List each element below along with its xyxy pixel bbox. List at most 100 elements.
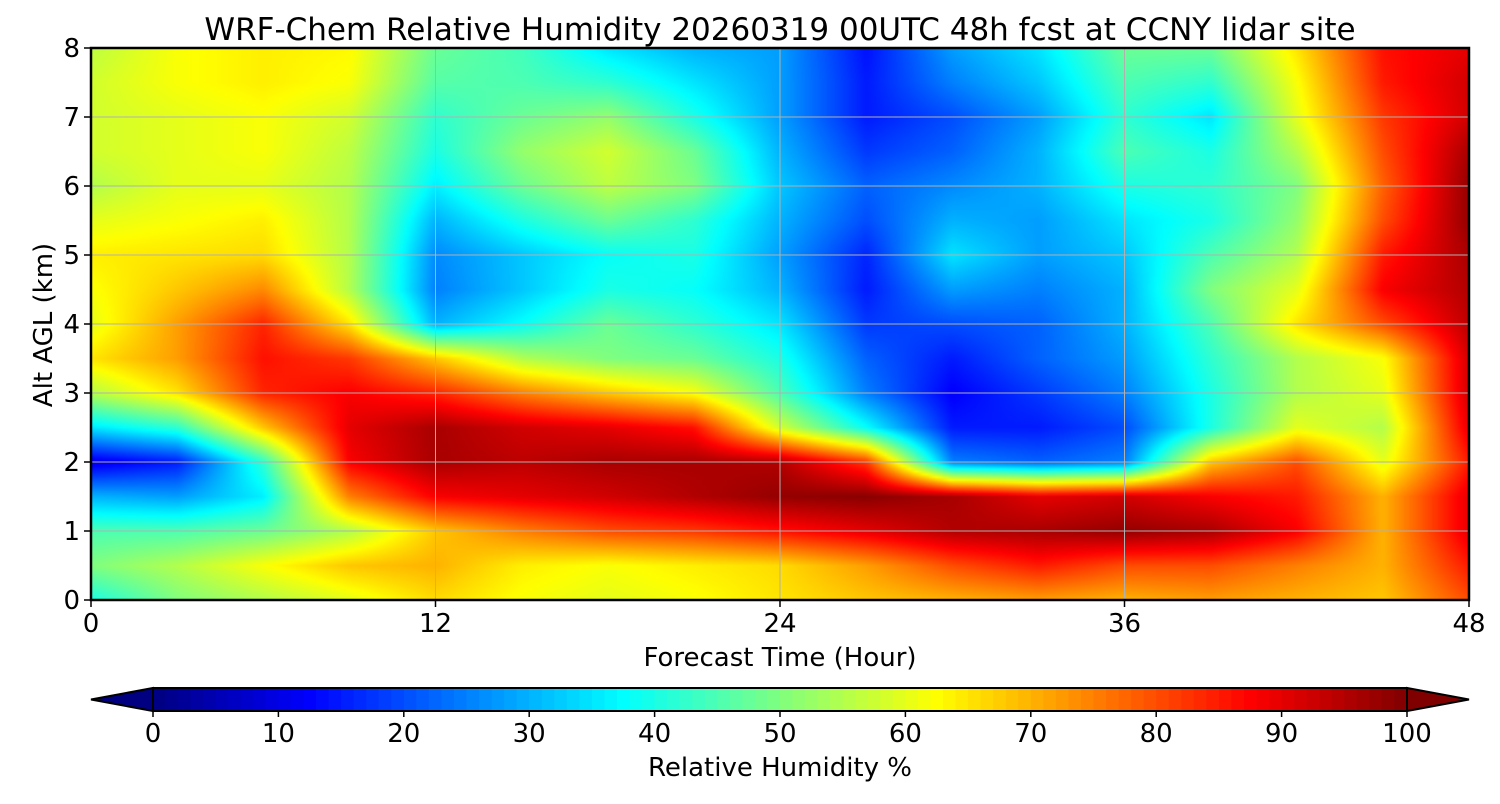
- colorbar-swatch: [165, 688, 179, 711]
- colorbar-label: Relative Humidity %: [648, 753, 912, 783]
- colorbar-swatch: [1131, 688, 1145, 711]
- colorbar-swatch: [616, 688, 631, 711]
- colorbar-swatch: [1030, 688, 1044, 711]
- colorbar-swatch: [341, 688, 355, 711]
- colorbar-swatch: [1068, 688, 1082, 711]
- y-tick-label: 3: [63, 379, 80, 409]
- colorbar-swatch: [290, 688, 305, 711]
- colorbar-swatch: [1118, 688, 1132, 711]
- colorbar-swatch: [153, 688, 167, 711]
- x-axis-label: Forecast Time (Hour): [643, 643, 916, 673]
- colorbar-swatch: [729, 688, 743, 711]
- y-tick-label: 8: [63, 34, 80, 64]
- colorbar-swatch: [842, 688, 856, 711]
- y-tick-label: 0: [63, 586, 80, 616]
- colorbar-swatch: [353, 688, 367, 711]
- x-tick-label: 0: [83, 609, 100, 639]
- colorbar-swatch: [679, 688, 693, 711]
- colorbar-swatch: [930, 688, 944, 711]
- colorbar-swatch: [391, 688, 405, 711]
- colorbar-swatch: [491, 688, 505, 711]
- colorbar-swatch: [1369, 688, 1383, 711]
- chart-title: WRF-Chem Relative Humidity 20260319 00UT…: [204, 12, 1355, 48]
- colorbar-swatch: [993, 688, 1007, 711]
- colorbar-swatch: [943, 688, 957, 711]
- colorbar-swatch: [1344, 688, 1358, 711]
- y-tick-label: 1: [63, 517, 80, 547]
- colorbar-swatch: [278, 688, 292, 711]
- colorbar-swatch: [303, 688, 317, 711]
- colorbar-swatch: [1218, 688, 1233, 711]
- colorbar-swatch: [190, 688, 204, 711]
- colorbar-swatch: [1093, 688, 1107, 711]
- colorbar-swatch: [905, 688, 919, 711]
- colorbar-swatch: [529, 688, 543, 711]
- colorbar-swatch: [1394, 688, 1408, 711]
- colorbar-swatch: [504, 688, 518, 711]
- colorbar-swatch: [830, 688, 844, 711]
- colorbar-swatch: [1206, 688, 1220, 711]
- colorbar-min-extension: [90, 686, 154, 713]
- colorbar-swatch: [980, 688, 994, 711]
- colorbar-swatch: [1294, 688, 1308, 711]
- colorbar-swatch: [654, 688, 668, 711]
- colorbar-swatch: [1005, 688, 1019, 711]
- colorbar-tick-label: 30: [513, 719, 546, 749]
- colorbar-swatch: [1243, 688, 1258, 711]
- colorbar-swatch: [880, 688, 894, 711]
- colorbar-swatch: [817, 688, 831, 711]
- colorbar-swatch: [328, 688, 342, 711]
- colorbar-swatch: [867, 688, 881, 711]
- colorbar-swatch: [1356, 688, 1370, 711]
- y-tick-label: 6: [63, 172, 80, 202]
- colorbar-swatch: [717, 688, 731, 711]
- colorbar-swatch: [1168, 688, 1182, 711]
- colorbar-swatch: [892, 688, 906, 711]
- colorbar-swatch: [378, 688, 392, 711]
- colorbar-swatch: [1319, 688, 1333, 711]
- colorbar-swatch: [253, 688, 267, 711]
- colorbar-tick-label: 80: [1140, 719, 1173, 749]
- colorbar-swatch: [416, 688, 430, 711]
- colorbar-swatch: [1306, 688, 1320, 711]
- colorbar-tick-label: 60: [889, 719, 922, 749]
- colorbar-swatch: [265, 688, 279, 711]
- colorbar-tick-label: 90: [1265, 719, 1298, 749]
- colorbar-swatch: [1381, 688, 1396, 711]
- colorbar-swatch: [178, 688, 192, 711]
- colorbar-swatch: [1269, 688, 1283, 711]
- colorbar-swatch: [1156, 688, 1170, 711]
- colorbar-swatch: [203, 688, 217, 711]
- colorbar-swatch: [1181, 688, 1195, 711]
- colorbar-swatch: [1331, 688, 1345, 711]
- x-tick-label: 12: [419, 609, 452, 639]
- colorbar-tick-label: 100: [1382, 719, 1432, 749]
- y-tick-label: 7: [63, 103, 80, 133]
- colorbar-swatch: [466, 688, 480, 711]
- colorbar-tick-label: 50: [763, 719, 796, 749]
- x-tick-label: 24: [763, 609, 796, 639]
- y-tick-label: 5: [63, 241, 80, 271]
- y-tick-label: 4: [63, 310, 80, 340]
- colorbar-swatch: [604, 688, 618, 711]
- y-axis-label: Alt AGL (km): [29, 243, 59, 407]
- colorbar-swatch: [955, 688, 969, 711]
- colorbar-swatch: [1106, 688, 1120, 711]
- colorbar-swatch: [805, 688, 819, 711]
- colorbar-swatch: [453, 688, 468, 711]
- colorbar-swatch: [767, 688, 781, 711]
- colorbar-swatch: [1193, 688, 1207, 711]
- colorbar-swatch: [1281, 688, 1295, 711]
- colorbar-swatch: [366, 688, 380, 711]
- colorbar-tick-label: 0: [145, 719, 162, 749]
- colorbar-swatch: [1231, 688, 1245, 711]
- colorbar-swatch: [855, 688, 869, 711]
- colorbar-swatch: [240, 688, 254, 711]
- colorbar-swatch: [667, 688, 681, 711]
- colorbar-swatch: [792, 688, 806, 711]
- colorbar-swatch: [428, 688, 443, 711]
- colorbar-swatch: [1080, 688, 1095, 711]
- colorbar-swatch: [704, 688, 718, 711]
